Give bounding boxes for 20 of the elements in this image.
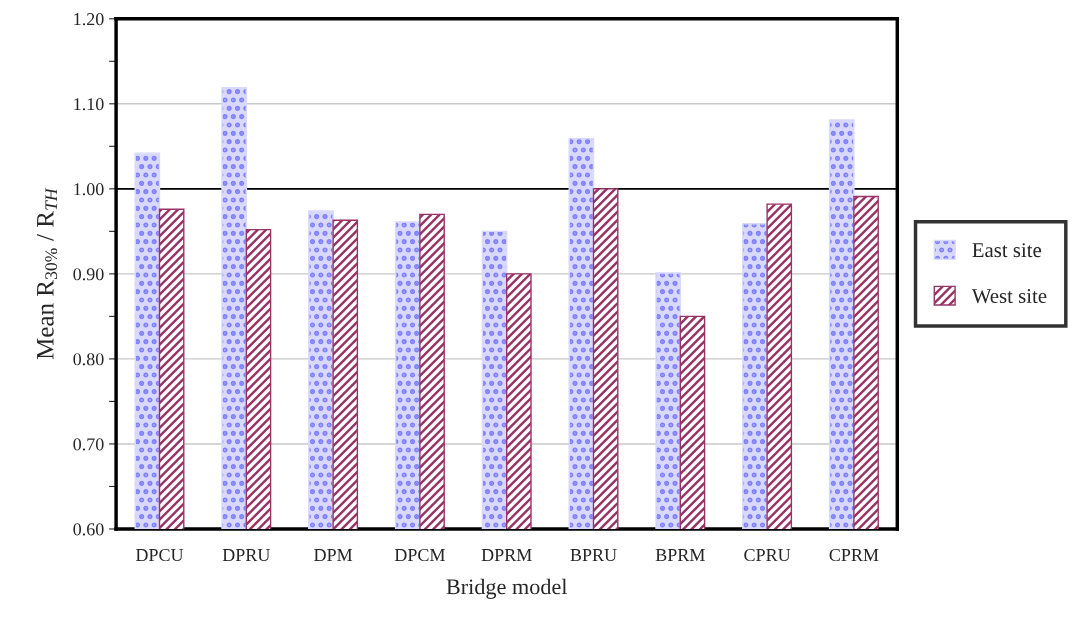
y-tick-label: 0.90 — [73, 268, 104, 281]
y-tick-label: 1.20 — [74, 13, 104, 26]
x-tick-label: DPRM — [481, 549, 532, 561]
x-tick-label: DPRU — [222, 549, 270, 562]
x-tick-label: DPM — [314, 549, 353, 561]
legend-label: East site — [972, 243, 1042, 258]
x-tick-label: CPRU — [744, 548, 791, 562]
y-tick-label: 0.80 — [73, 353, 104, 366]
x-tick-label: BPRM — [655, 549, 705, 561]
x-axis-title: Bridge model — [446, 578, 568, 599]
x-tick-label: CPRM — [829, 548, 879, 562]
y-axis-title: Mean R$_{30%}$ / R$_{TH}$ — [36, 187, 58, 360]
y-tick-label: 1.10 — [74, 98, 104, 111]
legend-label: West site — [971, 289, 1047, 304]
y-tick-label: 0.70 — [73, 438, 104, 451]
y-tick-label: 1.00 — [74, 183, 104, 196]
x-tick-label: DPCM — [394, 548, 445, 562]
y-tick-label: 0.60 — [73, 523, 104, 536]
x-tick-label: DPCU — [135, 548, 184, 562]
x-tick-label: BPRU — [570, 549, 617, 562]
